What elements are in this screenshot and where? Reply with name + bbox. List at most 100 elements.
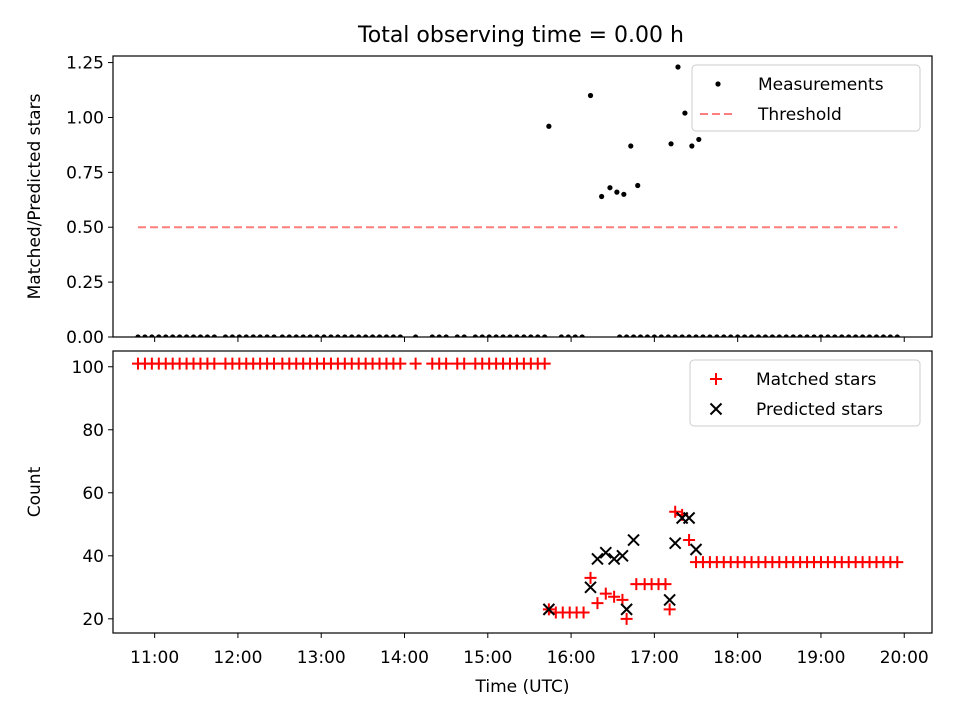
bottom-ytick-label: 80: [82, 421, 104, 441]
measurement-point: [342, 334, 348, 337]
xtick-label: 16:00: [547, 648, 596, 668]
measurement-point: [535, 334, 541, 337]
measurement-point: [689, 143, 695, 149]
measurement-point: [572, 334, 578, 337]
measurement-point: [383, 334, 390, 337]
measurement-point: [742, 334, 748, 337]
matched-star-point: [683, 534, 696, 547]
legend-label: Threshold: [757, 105, 842, 125]
measurement-point: [413, 334, 419, 337]
measurement-point: [735, 334, 741, 337]
measurement-point: [748, 334, 755, 337]
measurement-point: [682, 110, 688, 116]
measurement-point: [250, 334, 256, 337]
predicted-star-point: [682, 511, 696, 525]
measurement-point: [624, 334, 630, 337]
xtick-label: 11:00: [130, 648, 179, 668]
legend-label: Predicted stars: [756, 400, 883, 420]
measurement-point: [617, 334, 623, 337]
measurement-point: [307, 334, 313, 337]
measurement-point: [811, 334, 817, 337]
matched-star-point: [409, 357, 422, 370]
measurement-point: [635, 182, 641, 189]
measurement-point: [651, 334, 657, 337]
top-ytick-label: 0.00: [66, 328, 104, 348]
bottom-legend: [689, 359, 921, 427]
predicted-star-point: [668, 536, 682, 550]
measurement-point: [628, 143, 634, 149]
measurement-point: [454, 334, 460, 337]
measurement-point: [846, 334, 852, 337]
measurement-point: [546, 123, 552, 129]
legend-label: Measurements: [758, 75, 884, 95]
measurement-point: [776, 334, 782, 337]
measurement-point: [376, 334, 383, 337]
matched-star-point: [599, 587, 612, 600]
xtick-label: 13:00: [297, 648, 346, 668]
measurement-point: [204, 334, 210, 337]
measurement-point: [599, 193, 605, 200]
predicted-star-point: [627, 533, 640, 547]
measurement-point: [369, 334, 376, 337]
measurement-point: [558, 334, 564, 337]
measurement-point: [149, 334, 155, 337]
measurement-point: [236, 334, 242, 337]
measurement-point: [163, 334, 169, 337]
measurement-point: [183, 334, 190, 337]
measurement-point: [818, 334, 824, 337]
measurement-point: [321, 334, 327, 337]
legend-key-dot: [715, 81, 721, 87]
xtick-label: 14:00: [380, 648, 429, 668]
measurement-point: [328, 334, 334, 337]
bottom-plot-area: [131, 357, 904, 625]
measurement-point: [832, 334, 838, 337]
measurement-point: [397, 334, 403, 337]
measurement-point: [804, 334, 810, 337]
measurement-point: [528, 334, 534, 337]
measurement-point: [859, 334, 866, 337]
bottom-panel: 20 40 60 80 100 11:00 12:00 13:00 14:00 15:00 16:0…: [25, 350, 933, 697]
measurement-point: [672, 334, 678, 337]
measurement-point: [853, 334, 859, 337]
measurement-point: [707, 334, 713, 337]
measurement-point: [461, 334, 467, 337]
measurement-point: [873, 334, 880, 337]
measurement-point: [436, 334, 442, 337]
measurement-point: [668, 141, 674, 147]
measurement-point: [790, 334, 796, 337]
bottom-ytick-label: 40: [82, 547, 104, 567]
top-ytick-label: 1.25: [66, 54, 104, 74]
measurement-point: [637, 334, 644, 337]
measurement-point: [700, 334, 706, 337]
measurement-point: [257, 334, 263, 337]
measurement-point: [614, 189, 620, 195]
measurement-point: [349, 334, 355, 337]
matched-star-point: [608, 590, 621, 603]
measurement-point: [665, 334, 671, 337]
measurement-point: [197, 334, 204, 337]
measurement-point: [314, 334, 320, 337]
measurement-point: [644, 334, 651, 337]
measurement-point: [142, 334, 148, 337]
xtick-label: 17:00: [630, 648, 679, 668]
measurement-point: [714, 334, 720, 337]
measurement-point: [190, 334, 197, 337]
measurement-point: [565, 334, 571, 337]
measurement-point: [621, 191, 627, 197]
matched-star-point: [584, 571, 597, 584]
measurement-point: [658, 334, 664, 337]
top-axes-frame: [112, 55, 933, 338]
bottom-ytick-label: 100: [72, 358, 104, 378]
top-ylabel: Matched/Predicted stars: [25, 93, 45, 299]
measurement-point: [696, 136, 702, 143]
measurement-point: [493, 334, 499, 337]
measurement-point: [825, 334, 831, 337]
matched-star-point: [577, 606, 590, 619]
predicted-star-point: [599, 546, 612, 559]
measurement-point: [363, 334, 369, 337]
measurement-point: [286, 334, 292, 337]
measurement-point: [300, 334, 306, 337]
measurement-point: [542, 334, 548, 337]
measurement-point: [783, 334, 789, 337]
matched-star-point: [208, 357, 221, 370]
